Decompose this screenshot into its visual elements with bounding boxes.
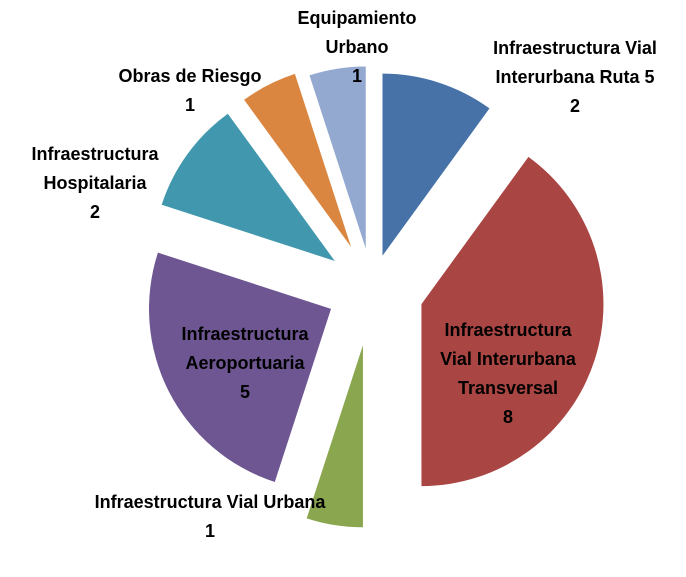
pie-slice [244, 73, 352, 248]
slice-label: Obras de Riesgo 1 [95, 62, 285, 120]
slice-label: Infraestructura Hospitalaria 2 [5, 140, 185, 227]
slice-value: 8 [502, 407, 513, 427]
pie-slice [161, 113, 335, 261]
slice-label: Infraestructura Vial Interurbana Transve… [433, 316, 583, 432]
slice-name: Infraestructura Vial Interurbana Ruta 5 [493, 38, 657, 87]
slice-label: Infraestructura Vial Urbana 1 [90, 488, 330, 546]
slice-value: 1 [184, 95, 195, 115]
slice-value: 2 [89, 202, 100, 222]
slice-name: Infraestructura Vial Interurbana Transve… [440, 320, 576, 398]
slice-name: Obras de Riesgo [118, 66, 262, 86]
slice-value: 1 [204, 521, 215, 541]
slice-value: 1 [351, 66, 362, 86]
pie-slice [149, 252, 332, 482]
pie-slice [382, 73, 490, 256]
pie-slice [421, 156, 604, 487]
slice-label: Infraestructura Vial Interurbana Ruta 5 2 [460, 34, 686, 121]
slice-value: 2 [569, 96, 580, 116]
pie-slice [309, 66, 366, 249]
slice-name: Infraestructura Aeroportuaria [181, 324, 309, 373]
slice-label: Infraestructura Aeroportuaria 5 [160, 320, 330, 407]
slice-name: Infraestructura Hospitalaria [31, 144, 159, 193]
slice-value: 5 [239, 382, 250, 402]
slice-name: Infraestructura Vial Urbana [94, 492, 326, 512]
pie-slice [306, 345, 363, 528]
slice-name: Equipamiento Urbano [297, 8, 417, 57]
slice-label: Equipamiento Urbano 1 [292, 4, 422, 91]
